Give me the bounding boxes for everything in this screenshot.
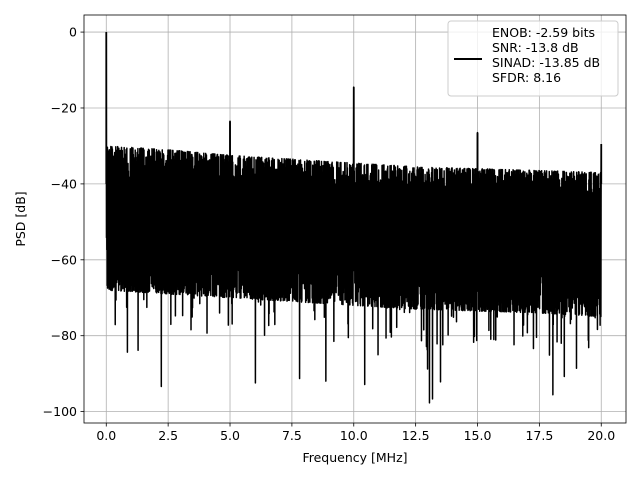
legend-entry-sfdr: SFDR: 8.16 [492, 70, 561, 85]
y-tick-label: −20 [51, 100, 77, 115]
legend: ENOB: -2.59 bits SNR: -13.8 dB SINAD: -1… [447, 20, 619, 97]
plot-frame [83, 14, 627, 424]
y-tick-label: −40 [51, 176, 77, 191]
x-tick-label: 15.0 [464, 428, 492, 443]
y-axis: 0 −20 −40 −60 −80 −100 [43, 25, 84, 419]
x-axis: 0.0 2.5 5.0 7.5 10.0 12.5 15.0 17.5 20.0 [96, 423, 615, 443]
legend-entry-enob: ENOB: -2.59 bits [492, 25, 595, 40]
x-tick-label: 0.0 [96, 428, 116, 443]
x-tick-label: 10.0 [340, 428, 368, 443]
y-tick-label: −80 [51, 328, 77, 343]
x-tick-label: 17.5 [525, 428, 553, 443]
y-tick-label: −100 [43, 404, 77, 419]
series-layer [105, 32, 603, 404]
legend-entry-snr: SNR: -13.8 dB [492, 40, 579, 55]
legend-entry-sinad: SINAD: -13.85 dB [492, 55, 600, 70]
x-tick-label: 2.5 [158, 428, 178, 443]
y-axis-label: PSD [dB] [13, 191, 28, 246]
x-tick-label: 20.0 [587, 428, 615, 443]
x-tick-label: 5.0 [220, 428, 240, 443]
legend-box [447, 20, 619, 97]
x-tick-label: 7.5 [282, 428, 302, 443]
x-axis-label: Frequency [MHz] [302, 450, 407, 465]
y-tick-label: 0 [69, 25, 77, 40]
x-tick-label: 12.5 [402, 428, 430, 443]
y-tick-label: −60 [51, 252, 77, 267]
